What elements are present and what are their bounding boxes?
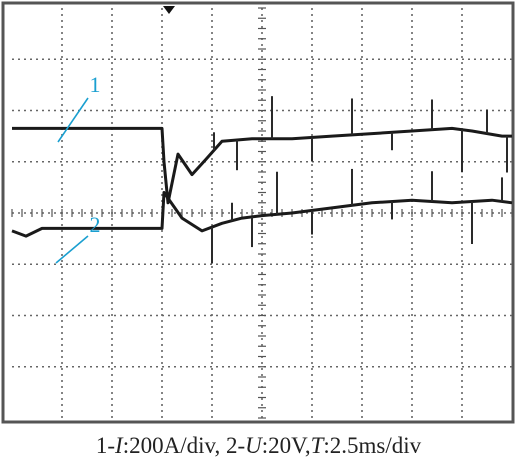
label-2-text: 2 xyxy=(90,212,101,237)
traces xyxy=(11,96,513,264)
trace-2 xyxy=(11,191,513,238)
caption-part-3: :20V, xyxy=(261,433,311,458)
label-1-text: 1 xyxy=(90,72,101,97)
trace-labels: 12 xyxy=(55,72,101,264)
label-2-leader xyxy=(55,235,89,264)
figure-caption: 1-I:200A/div, 2-U:20V,T:2.5ms/div xyxy=(0,426,517,466)
caption-part-4: :2.5ms/div xyxy=(323,433,422,458)
caption-part-1: 1- xyxy=(95,433,116,458)
caption-voltage-symbol: U xyxy=(245,433,262,458)
caption-part-2: :200A/div, 2- xyxy=(122,433,246,458)
oscilloscope-chart: 12 xyxy=(1,1,515,424)
caption-time-symbol: T xyxy=(310,433,324,458)
trace-1 xyxy=(12,126,512,205)
screen-border xyxy=(1,1,515,424)
caption-current-symbol: I xyxy=(115,433,123,458)
trigger-marker xyxy=(163,6,175,14)
label-1-leader xyxy=(57,97,89,143)
